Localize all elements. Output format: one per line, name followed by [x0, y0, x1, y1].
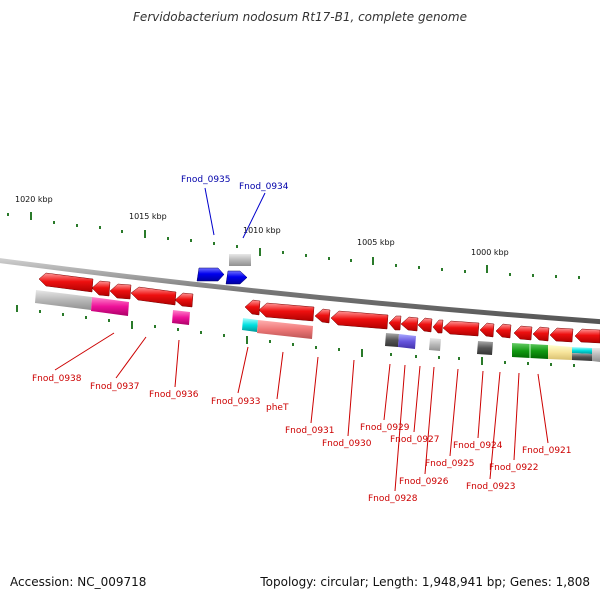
gene-fnod-0927[interactable] — [417, 317, 433, 333]
gene-fnod-0923[interactable] — [495, 323, 512, 339]
gene-fnod-0922[interactable] — [513, 325, 533, 341]
gene-fnod-0934[interactable] — [225, 270, 248, 285]
label-fnod-0936: Fnod_0936 — [149, 390, 199, 400]
gene-fnod-0935[interactable] — [196, 267, 225, 282]
label-fnod-0926: Fnod_0926 — [399, 477, 449, 487]
topology-text: Topology: circular; Length: 1,948,941 bp… — [260, 575, 590, 589]
reverse-leaders — [54, 332, 549, 492]
label-phet: pheT — [266, 403, 289, 413]
gene-fnod-0933[interactable] — [244, 299, 261, 316]
label-fnod-0935: Fnod_0935 — [181, 175, 231, 185]
label-fnod-0938: Fnod_0938 — [32, 374, 82, 384]
feature-grey-fwd — [229, 254, 251, 266]
label-fnod-0930: Fnod_0930 — [322, 439, 372, 449]
gene-fnod-0928[interactable] — [400, 316, 419, 332]
inner-tick-ring — [16, 305, 575, 367]
label-fnod-0924: Fnod_0924 — [453, 441, 503, 451]
label-fnod-0925: Fnod_0925 — [425, 459, 475, 469]
scale-label-1000: 1000 kbp — [471, 248, 509, 257]
gene-phet[interactable] — [258, 302, 315, 322]
gene-fnod-0930[interactable] — [330, 310, 389, 330]
label-fnod-0927: Fnod_0927 — [390, 435, 440, 445]
gene-fnod-0924[interactable] — [479, 322, 495, 338]
label-fnod-0933: Fnod_0933 — [211, 397, 261, 407]
label-fnod-0931: Fnod_0931 — [285, 426, 335, 436]
gene-fnod-0920[interactable] — [549, 327, 574, 343]
label-fnod-0922: Fnod_0922 — [489, 463, 539, 473]
label-fnod-0928: Fnod_0928 — [368, 494, 418, 504]
label-fnod-0929: Fnod_0929 — [360, 423, 410, 433]
label-fnod-0923: Fnod_0923 — [466, 482, 516, 492]
label-fnod-0937: Fnod_0937 — [90, 382, 140, 392]
label-fnod-0921: Fnod_0921 — [522, 446, 572, 456]
gene-fnod-0938[interactable] — [38, 272, 94, 293]
gene-fnod-0931[interactable] — [314, 308, 331, 324]
gene-fnod-0925[interactable] — [442, 320, 480, 337]
gene-fnod-0936b[interactable] — [174, 292, 194, 308]
scale-label-1010: 1010 kbp — [243, 226, 281, 235]
accession-text: Accession: NC_009718 — [10, 575, 147, 589]
scale-label-1015: 1015 kbp — [129, 212, 167, 221]
scale-label-1020: 1020 kbp — [15, 195, 53, 204]
gene-fnod-0936[interactable] — [130, 286, 177, 306]
scale-label-1005: 1005 kbp — [357, 238, 395, 247]
gene-fnod-0926[interactable] — [432, 319, 444, 334]
label-fnod-0934: Fnod_0934 — [239, 182, 289, 192]
outer-tick-ring — [7, 212, 580, 279]
gene-fnod-0937b[interactable] — [109, 283, 132, 300]
forward-leaders — [204, 187, 266, 239]
forward-genes — [196, 267, 248, 285]
gene-fnod-0921[interactable] — [532, 326, 550, 342]
map-title: Fervidobacterium nodosum Rt17-B1, comple… — [133, 10, 467, 24]
gene-fnod-0919[interactable] — [574, 328, 600, 344]
gene-fnod-0937[interactable] — [91, 280, 111, 297]
genome-backbone — [0, 258, 600, 325]
reverse-genes — [38, 272, 600, 344]
feature-blocks — [35, 290, 600, 362]
gene-fnod-0929[interactable] — [388, 315, 402, 331]
